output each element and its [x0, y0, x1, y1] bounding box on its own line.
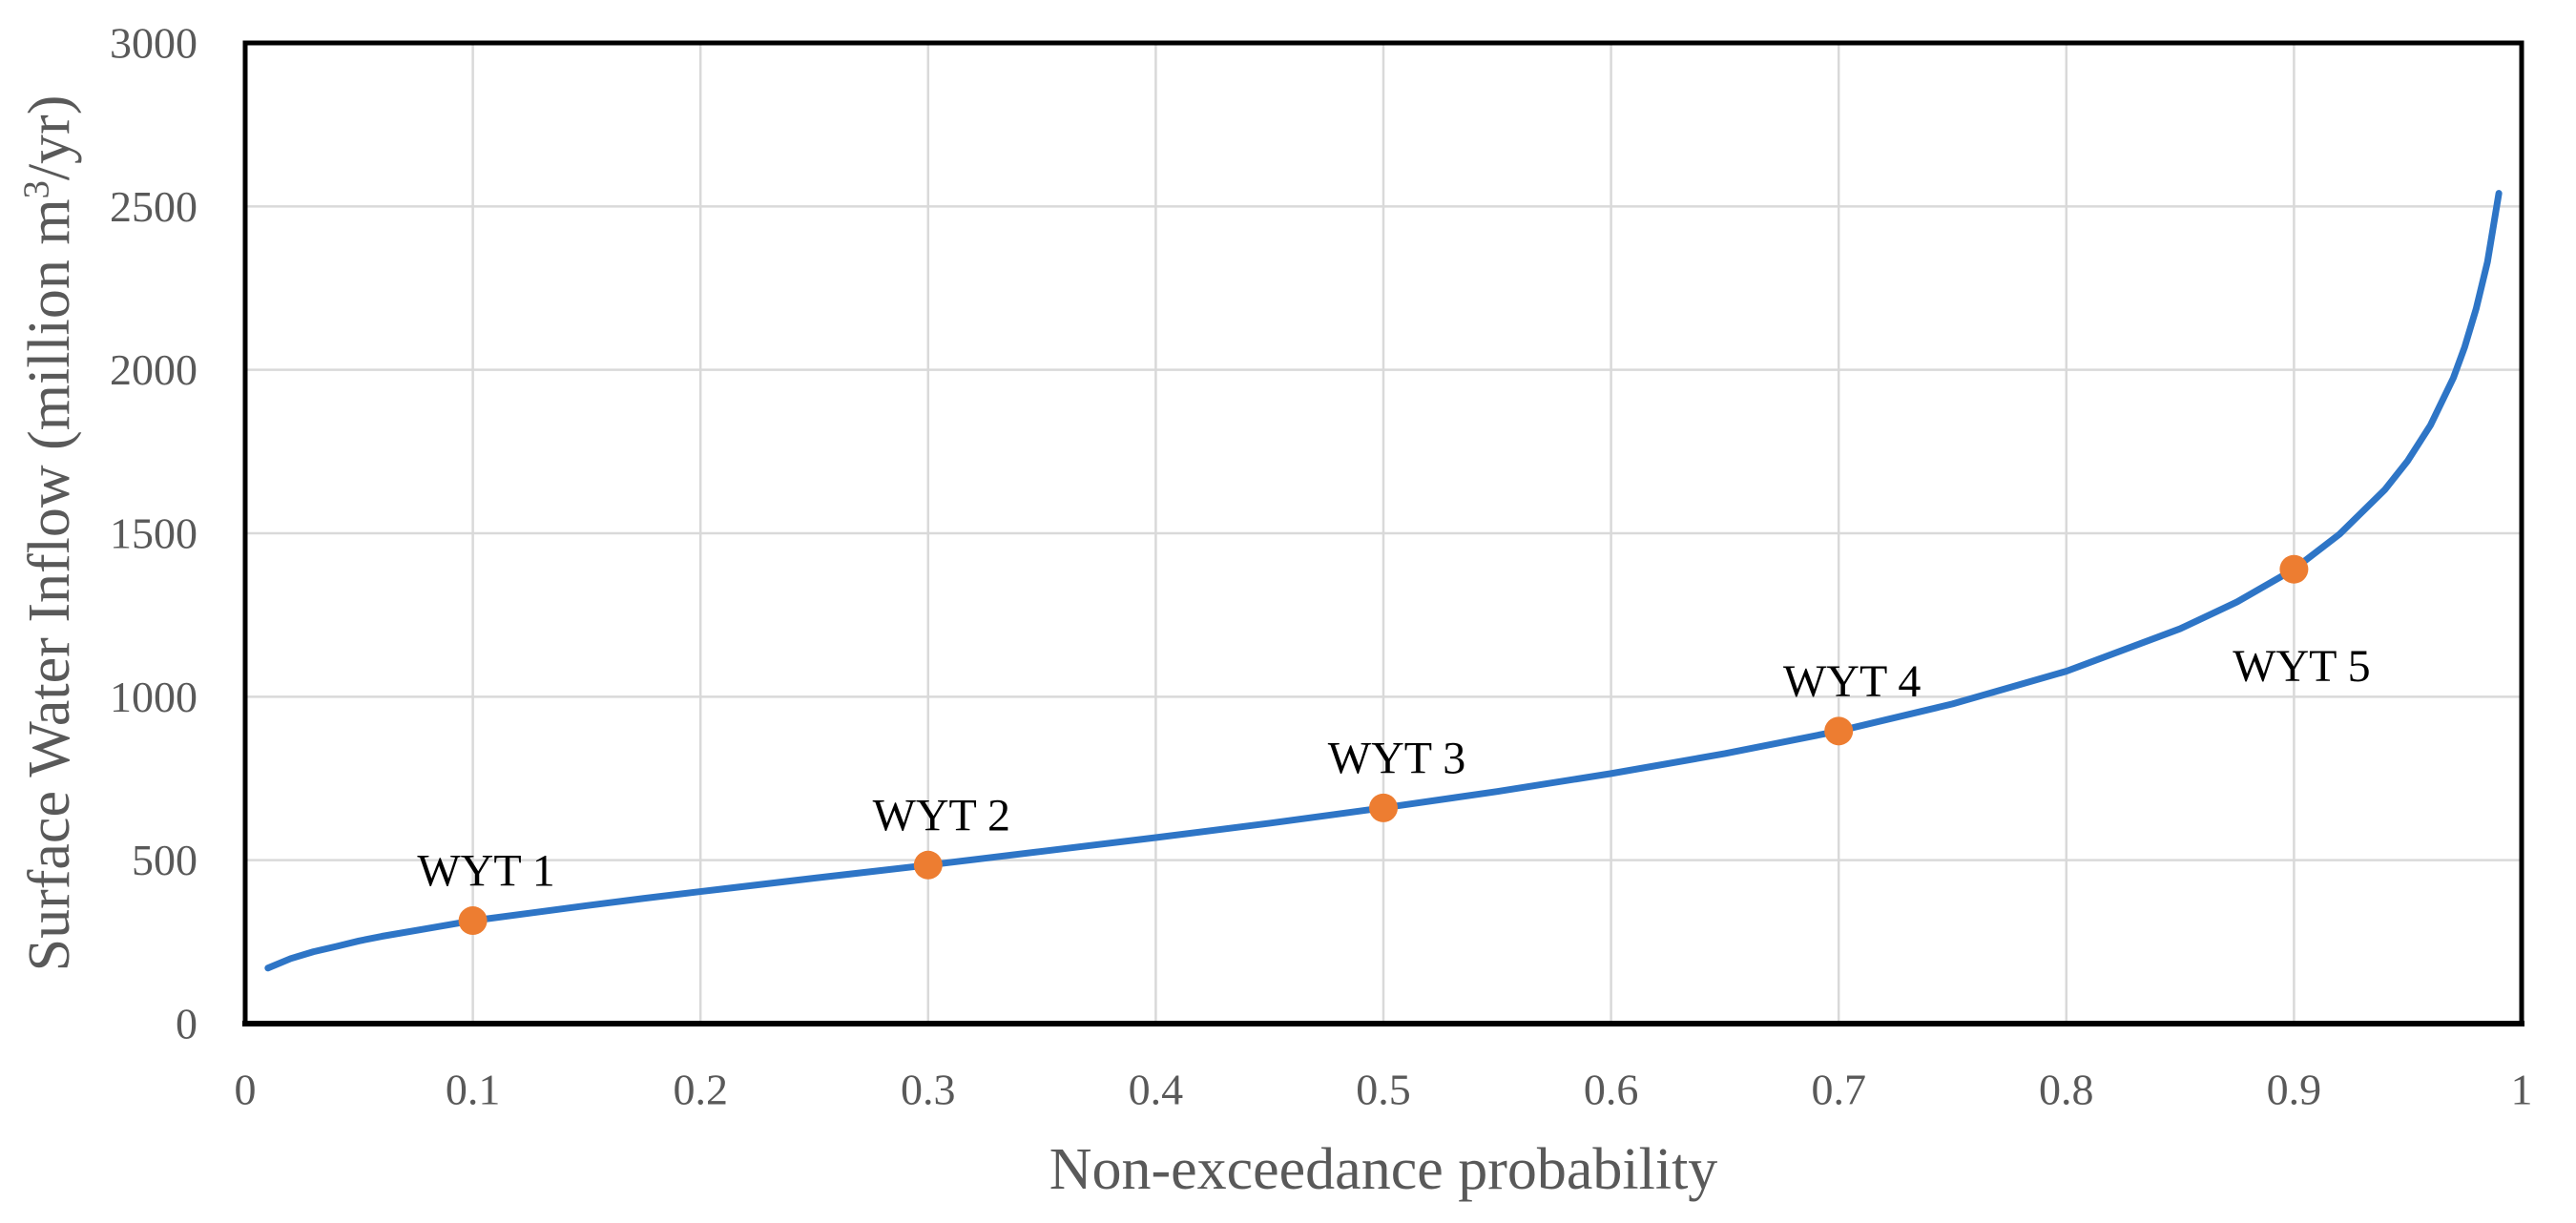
y-tick-label-0: 0 [176, 1000, 197, 1048]
data-point-label-wyt-4: WYT 4 [1783, 656, 1921, 707]
y-tick-label-1500: 1500 [110, 509, 197, 558]
marker-wyt-4 [1824, 716, 1854, 746]
y-tick-label-3000: 3000 [110, 19, 197, 68]
data-point-label-wyt-2: WYT 2 [873, 790, 1010, 840]
x-tick-label-0.9: 0.9 [2267, 1066, 2322, 1114]
marker-wyt-5 [2279, 554, 2309, 584]
x-tick-label-0.3: 0.3 [901, 1066, 956, 1114]
y-axis-title: Surface Water Inflow (million m3/yr) [11, 0, 88, 1106]
y-axis-title-suffix: /yr) [17, 94, 82, 181]
x-tick-label-0.5: 0.5 [1356, 1066, 1411, 1114]
marker-wyt-2 [913, 850, 943, 880]
data-point-label-wyt-3: WYT 3 [1328, 733, 1465, 783]
x-tick-label-0.6: 0.6 [1584, 1066, 1639, 1114]
y-axis-title-text: Surface Water Inflow (million m [17, 198, 82, 972]
y-tick-label-2500: 2500 [110, 182, 197, 231]
x-tick-label-1: 1 [2511, 1066, 2533, 1114]
x-tick-label-0.7: 0.7 [1811, 1066, 1866, 1114]
x-tick-label-0: 0 [235, 1066, 257, 1114]
y-tick-label-2000: 2000 [110, 345, 197, 394]
x-tick-label-0.8: 0.8 [2039, 1066, 2094, 1114]
data-point-label-wyt-5: WYT 5 [2233, 641, 2370, 692]
x-tick-label-0.1: 0.1 [446, 1066, 501, 1114]
data-point-label-wyt-1: WYT 1 [417, 846, 554, 897]
surface-water-inflow-curve [264, 190, 2503, 972]
marker-wyt-1 [458, 906, 488, 936]
x-tick-label-0.4: 0.4 [1129, 1066, 1184, 1114]
y-axis-title-superscript: 3 [16, 180, 57, 199]
x-axis-title: Non-exceedance probability [1049, 1137, 1718, 1202]
y-tick-label-500: 500 [132, 836, 197, 884]
marker-wyt-3 [1369, 793, 1398, 822]
x-tick-label-0.2: 0.2 [673, 1066, 728, 1114]
y-tick-label-1000: 1000 [110, 673, 197, 721]
